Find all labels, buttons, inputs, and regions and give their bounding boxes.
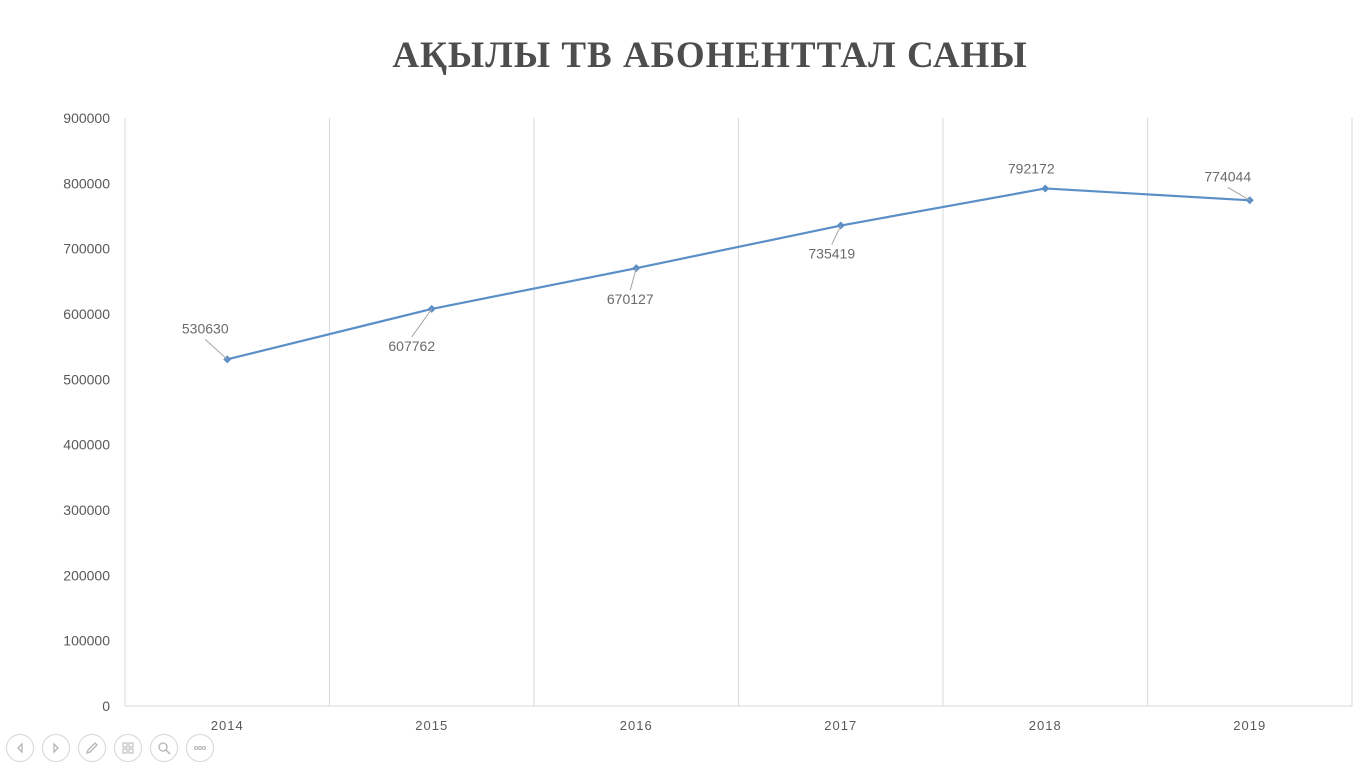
y-tick-label: 800000 xyxy=(63,175,110,191)
data-label-leader xyxy=(831,225,842,245)
more-options-icon xyxy=(194,746,206,750)
next-slide-icon xyxy=(53,742,59,754)
slides-grid-icon xyxy=(122,742,134,754)
axes xyxy=(124,118,1352,707)
y-axis-ticks: 0 100000 200000 300000 400000 500000 600000 700… xyxy=(63,110,110,714)
y-tick-label: 500000 xyxy=(63,371,110,387)
data-label-leader xyxy=(1227,186,1251,201)
data-label: 774044 xyxy=(1204,168,1251,184)
gridlines xyxy=(329,118,1353,706)
data-label: 670127 xyxy=(607,291,654,307)
data-labels: 530630 607762 670127 735419 792172 774044 xyxy=(182,160,1251,360)
pen-button[interactable] xyxy=(78,734,106,762)
data-label: 735419 xyxy=(808,246,855,262)
data-label: 607762 xyxy=(388,338,435,354)
previous-slide-button[interactable] xyxy=(6,734,34,762)
x-tick-label: 2019 xyxy=(1233,718,1266,733)
x-tick-label: 2015 xyxy=(415,718,448,733)
chart-title: АҚЫЛЫ ТВ АБОНЕНТТАЛ САНЫ xyxy=(392,35,1028,76)
data-label: 530630 xyxy=(182,320,229,336)
y-tick-label: 200000 xyxy=(63,567,110,583)
y-tick-label: 100000 xyxy=(63,633,110,649)
previous-slide-icon xyxy=(17,742,23,754)
next-slide-button[interactable] xyxy=(42,734,70,762)
data-label-leader xyxy=(411,308,433,338)
data-label-leader xyxy=(629,268,637,291)
slideshow-toolbar xyxy=(6,734,214,762)
y-tick-label: 700000 xyxy=(63,241,110,257)
data-point-marker xyxy=(1041,184,1050,193)
series-line-path xyxy=(226,187,1250,361)
y-tick-label: 900000 xyxy=(63,110,110,126)
x-tick-label: 2018 xyxy=(1029,718,1062,733)
data-label-leader xyxy=(204,338,228,360)
zoom-icon xyxy=(158,742,171,755)
data-label: 792172 xyxy=(1008,160,1055,176)
more-options-button[interactable] xyxy=(186,734,214,762)
zoom-button[interactable] xyxy=(150,734,178,762)
x-tick-label: 2017 xyxy=(824,718,857,733)
y-tick-label: 600000 xyxy=(63,306,110,322)
x-axis-ticks: 2014 2015 2016 2017 2018 2019 xyxy=(211,718,1266,733)
x-tick-label: 2016 xyxy=(620,718,653,733)
y-tick-label: 0 xyxy=(102,698,110,714)
slides-grid-button[interactable] xyxy=(114,734,142,762)
y-tick-label: 300000 xyxy=(63,502,110,518)
x-tick-label: 2014 xyxy=(211,718,244,733)
y-tick-label: 400000 xyxy=(63,437,110,453)
pen-icon xyxy=(85,742,98,755)
